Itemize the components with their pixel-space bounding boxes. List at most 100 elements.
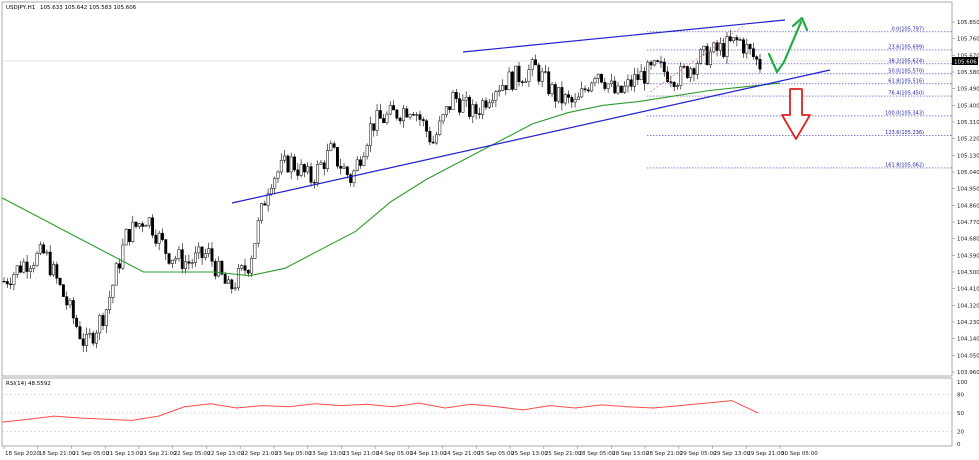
candle-body (742, 39, 745, 54)
candle-body (184, 261, 188, 269)
candle-body (415, 114, 419, 116)
candle-body (636, 74, 640, 80)
candle-body (220, 260, 224, 275)
candle-body (629, 79, 633, 87)
candle-body (161, 232, 164, 240)
candle-body (45, 251, 49, 254)
bullish-arrow (767, 16, 809, 74)
candle-body (534, 59, 537, 66)
candle-body (468, 96, 471, 117)
x-tick-label: 22 Sep 05:00 (174, 451, 211, 457)
y-tick-label: 104.770 (957, 220, 979, 226)
candle-body (98, 315, 102, 334)
candle-body (448, 106, 452, 110)
candle-body (362, 156, 366, 166)
fib-level-label: 100.0(105.343) (885, 110, 924, 116)
candle-body (25, 261, 29, 272)
candle-body (405, 108, 409, 118)
candle-body (603, 82, 607, 89)
x-tick-label: 24 Sep 13:00 (410, 451, 447, 457)
y-tick-label: 105.310 (957, 120, 979, 126)
candle-body (210, 248, 214, 262)
candle-body (666, 71, 670, 82)
candle-body (35, 252, 39, 266)
candle-body (372, 123, 376, 131)
x-tick-label: 21 Sep 13:00 (106, 451, 143, 457)
candle-body (352, 170, 356, 183)
candle-body (652, 60, 656, 66)
lower-channel-line (231, 69, 831, 204)
current-price-label: 105.606 (954, 60, 977, 66)
candle-body (718, 43, 722, 51)
candle-body (619, 85, 623, 93)
price-panel (1, 1, 953, 377)
candle-body (250, 258, 254, 274)
candle-body (302, 164, 306, 173)
candle-body (312, 182, 316, 184)
candle-body (227, 279, 230, 284)
candle-body (187, 261, 191, 264)
x-tick-label: 18 Sep 21:00 (39, 451, 76, 457)
candle-body (332, 143, 336, 148)
candle-body (52, 264, 55, 276)
x-tick-label: 29 Sep 21:00 (747, 451, 784, 457)
candle-body (81, 338, 85, 346)
x-tick-label: 23 Sep 21:00 (342, 451, 379, 457)
candle-body (233, 287, 237, 290)
candle-body (471, 104, 475, 117)
candle-body (329, 143, 333, 151)
candle-body (322, 162, 326, 169)
x-tick-label: 25 Sep 21:00 (545, 451, 582, 457)
candle-body (692, 68, 696, 75)
candle-body (563, 94, 567, 104)
candle-body (375, 110, 379, 131)
candle-body (32, 265, 36, 269)
candle-body (61, 284, 65, 297)
y-tick-label: 105.670 (957, 53, 979, 59)
candle-body (507, 71, 511, 91)
x-tick-label: 24 Sep 05:00 (376, 451, 413, 457)
y-axis: 105.850 105.760 105.670 105.580 105.490 105.4… (952, 20, 979, 376)
candle-body (392, 105, 396, 111)
candle-body (408, 114, 412, 118)
candle-body (65, 296, 69, 306)
candle-body (256, 220, 260, 244)
x-tick-label: 18 Sep 2020 (5, 451, 40, 457)
candle-body (85, 333, 88, 346)
candle-body (738, 39, 742, 41)
candle-body (58, 278, 62, 285)
candle-body (197, 246, 201, 254)
rsi-level-label: 80 (957, 392, 964, 398)
candle-body (510, 71, 514, 90)
candle-body (705, 45, 709, 66)
y-tick-label: 104.140 (957, 337, 979, 343)
rsi-axis: 100 80 50 20 0 (2, 380, 968, 448)
candle-body (530, 59, 534, 71)
candle-body (431, 141, 435, 144)
x-tick-label: 23 Sep 05:00 (275, 451, 312, 457)
candle-body (633, 74, 637, 87)
candle-body (527, 69, 531, 82)
candle-body (124, 228, 128, 246)
x-tick-label: 25 Sep 05:00 (477, 451, 514, 457)
fib-level-label: 23.6(105.699) (888, 44, 924, 50)
candle-body (213, 261, 217, 277)
candle-body (435, 134, 438, 144)
y-tick-label: 104.410 (957, 287, 979, 293)
candle-body (306, 166, 310, 173)
candle-body (114, 263, 118, 286)
candle-body (104, 309, 108, 326)
candle-body (623, 85, 627, 93)
candle-body (134, 221, 138, 227)
candle-body (200, 246, 204, 258)
candle-body (438, 120, 442, 136)
candle-body (504, 85, 508, 91)
candle-body (154, 234, 158, 244)
fib-level-label: 50.0(105.570) (888, 68, 924, 74)
rsi-level-label: 100 (957, 380, 968, 386)
candle-body (141, 223, 145, 227)
candle-body (48, 251, 52, 276)
candle-body (685, 66, 689, 78)
candle-body (593, 78, 597, 84)
candle-body (276, 171, 280, 179)
